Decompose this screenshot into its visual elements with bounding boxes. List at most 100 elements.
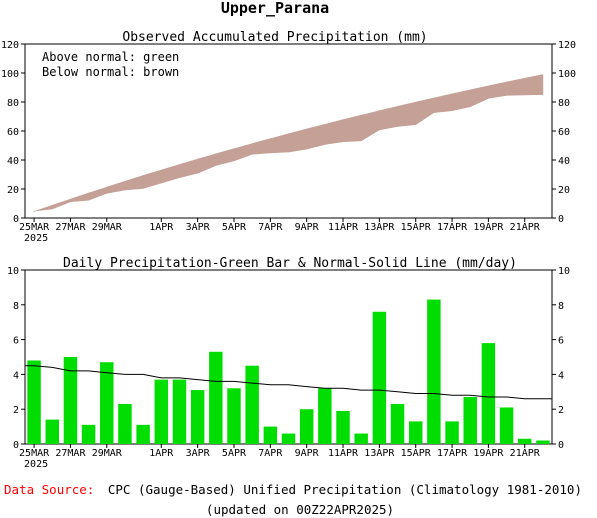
bottom-xtick-label: 3APR (186, 448, 211, 459)
bottom-xtick-label: 21APR (510, 448, 541, 459)
daily-precip-bar (81, 424, 96, 444)
accumulated-area-segment (324, 119, 344, 145)
bottom-ytick-label-right: 6 (558, 336, 564, 347)
daily-precip-bar (190, 390, 205, 444)
accumulated-area-segment (433, 93, 453, 113)
top-ytick-label-left: 0 (13, 214, 19, 225)
daily-precip-bar (227, 388, 241, 444)
data-source-line: Data Source: CPC (Gauge-Based) Unified P… (4, 482, 582, 497)
top-ytick-label-right: 120 (558, 40, 576, 51)
accumulated-area-segment (469, 85, 489, 108)
accumulated-area-segment (360, 110, 380, 142)
accumulated-area-segment (306, 123, 326, 150)
daily-precipitation-chart: Daily Precipitation-Green Bar & Normal-S… (7, 256, 570, 470)
top-xtick-label: 19APR (473, 222, 504, 233)
accumulated-area-segment (506, 77, 526, 96)
accumulated-precipitation-chart: Observed Accumulated Precipitation (mm) … (1, 30, 576, 244)
top-xtick-label: 29MAR (92, 222, 123, 233)
accumulated-area-segment (179, 158, 198, 179)
daily-precip-bar (354, 433, 368, 444)
accumulated-area-segment (142, 169, 162, 189)
top-xtick-label: 1APR (149, 222, 174, 233)
top-xtick-label: 11APR (328, 222, 359, 233)
data-source-label: Data Source: (4, 482, 94, 497)
accumulated-area-segment (524, 74, 544, 96)
top-chart-title: Observed Accumulated Precipitation (mm) (122, 30, 427, 45)
top-ytick-label-left: 100 (1, 69, 19, 80)
top-xtick-label: 3APR (186, 222, 211, 233)
daily-precip-bar (536, 440, 550, 444)
daily-precip-bar (427, 299, 441, 444)
daily-precip-bar (245, 365, 259, 444)
top-ytick-label-right: 60 (558, 127, 570, 138)
top-ytick-label-left: 80 (7, 98, 19, 109)
top-ytick-label-right: 20 (558, 185, 570, 196)
accumulated-area-segment (215, 148, 235, 166)
top-ytick-label-right: 100 (558, 69, 576, 80)
bottom-xtick-label: 9APR (295, 448, 320, 459)
top-chart-marks: 0 0 20 20 40 40 60 60 80 80 100 100 120 120 25MAR 27MAR… (1, 40, 576, 244)
normal-daily-line (25, 365, 552, 400)
daily-precip-bar (209, 351, 223, 444)
daily-precip-bar (118, 403, 132, 444)
accumulated-area-segment (379, 105, 398, 131)
bottom-ytick-label-right: 8 (558, 301, 564, 312)
bottom-xtick-label: 27MAR (55, 448, 86, 459)
top-ytick-label-left: 40 (7, 156, 19, 167)
bottom-xtick-label: 5APR (222, 448, 247, 459)
daily-precip-bar (27, 360, 41, 444)
accumulated-area-segment (451, 89, 471, 112)
bottom-xtick-label: 15APR (401, 448, 432, 459)
figure-title: Upper_Parana (221, 0, 329, 17)
bottom-ytick-label-left: 10 (7, 266, 19, 277)
daily-precip-bar (408, 421, 423, 444)
bottom-xtick-label: 29MAR (92, 448, 123, 459)
daily-precip-bar (372, 311, 387, 444)
daily-precip-bar (445, 421, 459, 444)
daily-precip-bar (499, 407, 514, 444)
bottom-chart-marks: 0 0 2 2 4 4 6 6 8 8 10 10 25MAR 27MAR 29MAR 1APR 3APR 5AP… (7, 266, 570, 470)
bottom-chart-title: Daily Precipitation-Green Bar & Normal-S… (63, 256, 517, 271)
accumulated-area-segment (70, 192, 89, 203)
top-xtick-label: 5APR (222, 222, 247, 233)
accumulated-area-segment (342, 114, 362, 143)
daily-precip-bar (318, 388, 332, 444)
daily-precip-bar (172, 379, 187, 444)
accumulated-area-segment (160, 164, 180, 184)
top-ytick-label-left: 20 (7, 185, 19, 196)
daily-precip-bar (481, 343, 496, 444)
data-source-text: CPC (Gauge-Based) Unified Precipitation … (108, 482, 582, 497)
bottom-ytick-label-right: 2 (558, 405, 564, 416)
top-ytick-label-right: 80 (558, 98, 570, 109)
bottom-xtick-label: 13APR (364, 448, 395, 459)
accumulated-area-segment (51, 198, 71, 210)
updated-note: (updated on 00Z22APR2025) (206, 502, 394, 517)
top-xtick-label: 7APR (258, 222, 283, 233)
top-ytick-label-right: 40 (558, 156, 570, 167)
daily-precip-bar (299, 409, 314, 444)
top-ytick-label-right: 0 (558, 214, 564, 225)
top-ytick-label-left: 120 (1, 40, 19, 51)
top-year-label: 2025 (24, 233, 48, 244)
daily-precip-bar (518, 438, 532, 444)
bottom-xtick-label: 25MAR (19, 448, 50, 459)
accumulated-area-segment (197, 153, 217, 174)
accumulated-area-segment (124, 175, 144, 191)
bottom-ytick-label-right: 0 (558, 440, 564, 451)
daily-precip-bar (136, 424, 150, 444)
daily-precip-bar (45, 419, 59, 444)
accumulated-area-segment (233, 143, 253, 162)
bottom-year-label: 2025 (24, 459, 48, 470)
accumulated-area-segment (33, 204, 53, 212)
accumulated-area-segment (288, 128, 307, 153)
accumulated-area-segment (397, 101, 417, 127)
bottom-xtick-label: 1APR (149, 448, 174, 459)
top-xtick-label: 15APR (401, 222, 432, 233)
accumulated-area-segment (270, 133, 289, 154)
accumulated-area-segment (106, 180, 126, 194)
top-ytick-label-left: 60 (7, 127, 19, 138)
bottom-ytick-label-left: 4 (13, 370, 19, 381)
bottom-xtick-label: 19APR (473, 448, 504, 459)
legend-above-normal: Above normal: green (42, 50, 179, 64)
